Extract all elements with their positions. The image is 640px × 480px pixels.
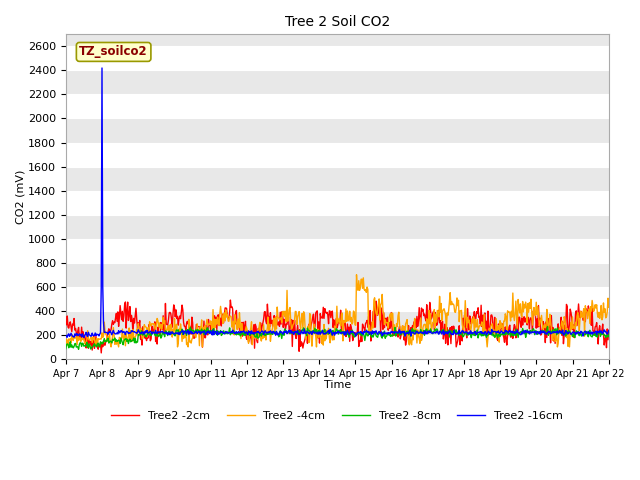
Tree2 -16cm: [129, 329, 137, 335]
Tree2 -2cm: [605, 327, 612, 333]
Tree2 -16cm: [213, 332, 221, 337]
Tree2 -16cm: [404, 330, 412, 336]
Bar: [66, 95, 609, 119]
Tree2 -2cm: [129, 317, 136, 323]
Tree2 -16cm: [72, 333, 79, 339]
Tree2 -16cm: [605, 328, 612, 334]
Tree2 -8cm: [129, 337, 136, 343]
Tree2 -16cm: [184, 327, 192, 333]
Tree2 -8cm: [75, 347, 83, 352]
Tree2 -4cm: [108, 344, 115, 350]
Tree2 -2cm: [420, 311, 428, 317]
Tree2 -16cm: [80, 335, 88, 340]
Tree2 -16cm: [62, 334, 70, 340]
Tree2 -16cm: [98, 65, 106, 71]
Tree2 -2cm: [62, 319, 70, 325]
Tree2 -8cm: [544, 324, 552, 329]
Tree2 -4cm: [72, 335, 79, 340]
Tree2 -8cm: [184, 327, 191, 333]
Bar: [66, 191, 609, 215]
Tree2 -8cm: [72, 341, 79, 347]
Bar: [66, 239, 609, 263]
Tree2 -2cm: [72, 325, 79, 331]
Tree2 -4cm: [212, 317, 220, 323]
Bar: [66, 287, 609, 311]
Tree2 -8cm: [212, 330, 220, 336]
Tree2 -2cm: [97, 350, 105, 356]
Line: Tree2 -16cm: Tree2 -16cm: [66, 68, 609, 337]
Tree2 -8cm: [605, 332, 612, 337]
Tree2 -2cm: [184, 318, 191, 324]
Tree2 -2cm: [375, 297, 383, 303]
Tree2 -4cm: [404, 339, 412, 345]
Line: Tree2 -2cm: Tree2 -2cm: [66, 300, 609, 353]
Tree2 -8cm: [404, 328, 412, 334]
Tree2 -16cm: [420, 329, 428, 335]
Tree2 -4cm: [605, 304, 612, 310]
Line: Tree2 -4cm: Tree2 -4cm: [66, 275, 609, 347]
Legend: Tree2 -2cm, Tree2 -4cm, Tree2 -8cm, Tree2 -16cm: Tree2 -2cm, Tree2 -4cm, Tree2 -8cm, Tree…: [107, 407, 568, 426]
Bar: [66, 335, 609, 359]
Bar: [66, 47, 609, 71]
Text: TZ_soilco2: TZ_soilco2: [79, 46, 148, 59]
Tree2 -8cm: [420, 328, 428, 334]
Tree2 -4cm: [353, 272, 360, 277]
Tree2 -4cm: [420, 322, 428, 327]
X-axis label: Time: Time: [324, 380, 351, 390]
Tree2 -8cm: [62, 346, 70, 351]
Tree2 -4cm: [184, 340, 191, 346]
Tree2 -4cm: [129, 338, 136, 344]
Line: Tree2 -8cm: Tree2 -8cm: [66, 326, 609, 349]
Tree2 -2cm: [404, 323, 412, 328]
Bar: [66, 143, 609, 167]
Tree2 -4cm: [62, 344, 70, 349]
Tree2 -2cm: [212, 314, 220, 320]
Title: Tree 2 Soil CO2: Tree 2 Soil CO2: [285, 15, 390, 29]
Y-axis label: CO2 (mV): CO2 (mV): [15, 169, 25, 224]
